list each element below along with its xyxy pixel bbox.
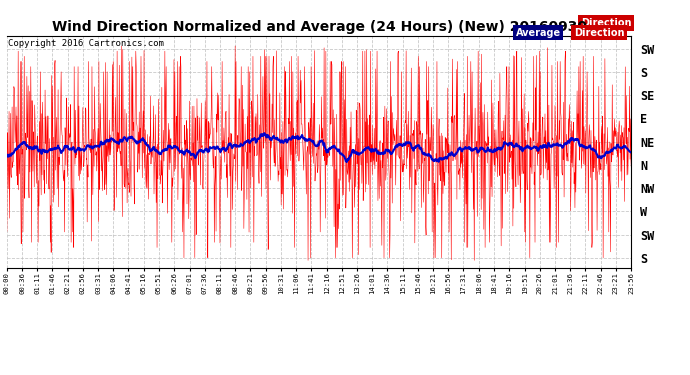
Title: Wind Direction Normalized and Average (24 Hours) (New) 20160930: Wind Direction Normalized and Average (2…	[52, 21, 586, 34]
Text: Average: Average	[586, 18, 631, 28]
Text: Direction: Direction	[573, 28, 624, 38]
Text: Direction: Direction	[581, 18, 631, 28]
Text: Average: Average	[515, 28, 561, 38]
Text: Copyright 2016 Cartronics.com: Copyright 2016 Cartronics.com	[8, 39, 164, 48]
